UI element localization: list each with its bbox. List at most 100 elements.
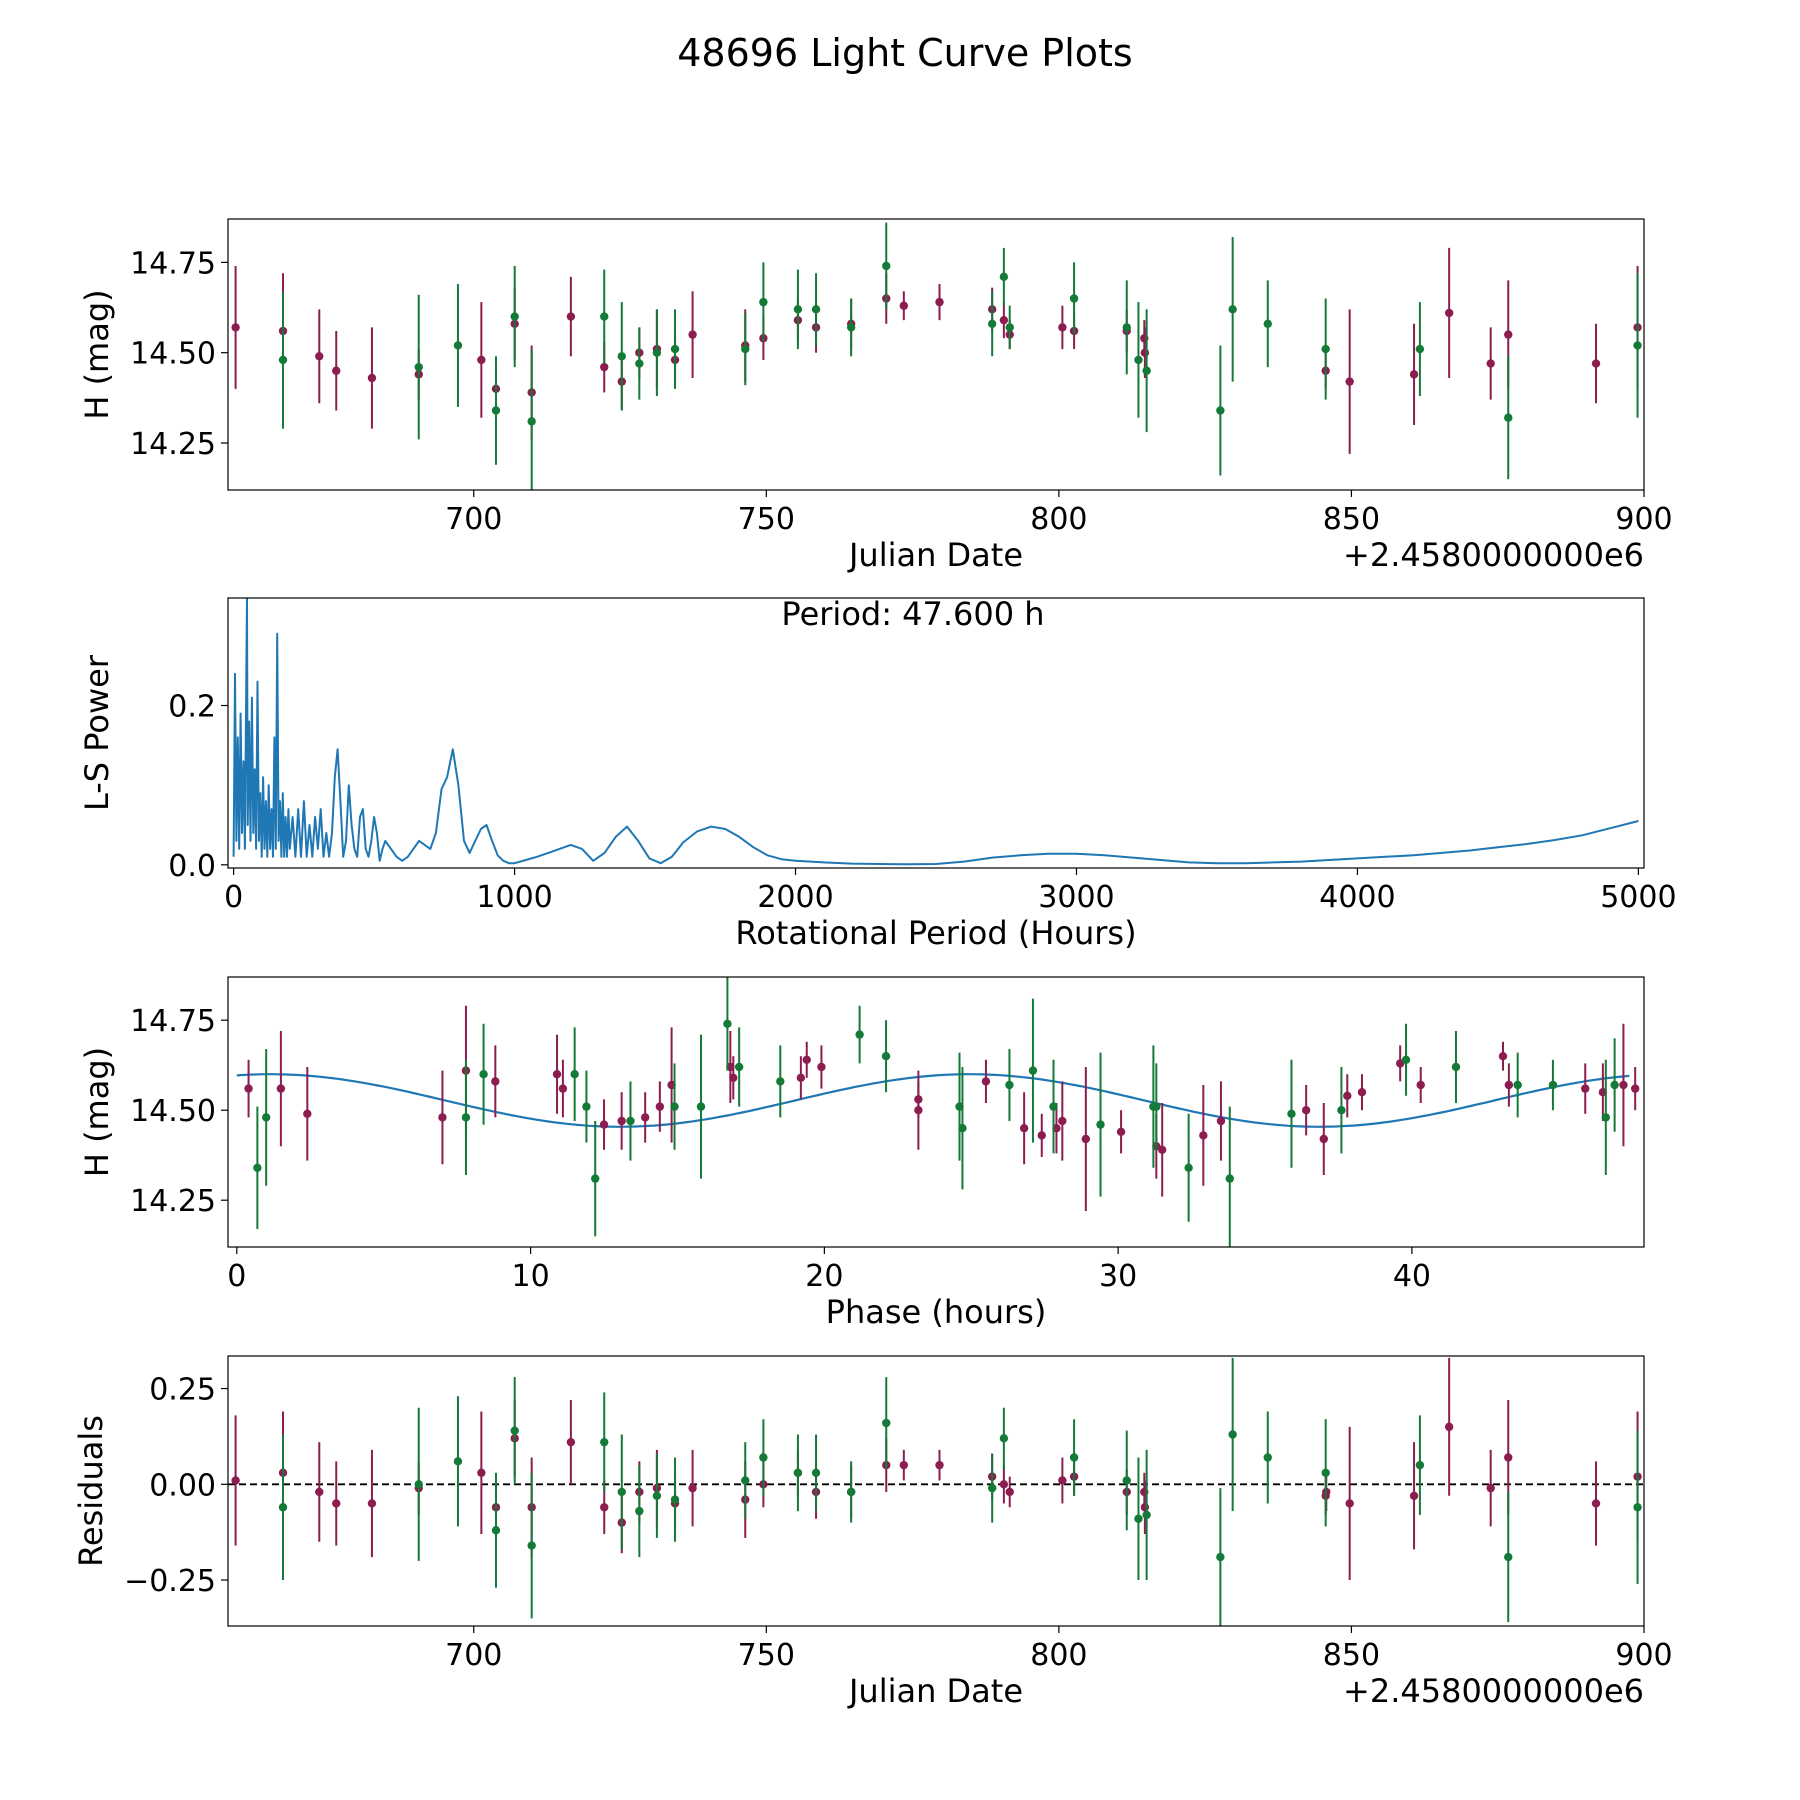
period-annotation: Period: 47.600 h: [781, 595, 1044, 633]
filter_b-data-point: [1633, 341, 1642, 350]
filter_b-data-point: [1049, 1102, 1058, 1111]
filter_b-data-point: [741, 1476, 750, 1485]
filter_a-data-point: [332, 366, 341, 375]
filter_a-data-point: [244, 1084, 253, 1093]
filter_a-data-point: [1444, 308, 1454, 318]
phased-ytick-label-14-75: 14.75: [130, 1004, 216, 1039]
filter_b-data-point: [617, 1487, 626, 1497]
filter_a-data-point: [1409, 370, 1419, 379]
lightcurve-ytick-label-14-50: 14.50: [130, 337, 216, 372]
filter_b-data-point: [734, 1062, 744, 1072]
filter_a-data-point: [817, 1062, 826, 1072]
filter_b-data-point: [582, 1102, 591, 1111]
filter_b-data-point: [776, 1077, 785, 1086]
lightcurve-axes-frame: [227, 218, 1645, 491]
residuals-ytick-label-m0-25: −0.25: [124, 1564, 216, 1599]
filter_a-data-point: [1058, 1116, 1067, 1126]
filter_a-data-point: [1619, 1080, 1628, 1090]
filter_b-data-point: [1152, 1102, 1161, 1111]
filter_b-data-point: [1005, 323, 1014, 332]
filter_b-data-point: [855, 1030, 864, 1039]
filter_a-data-point: [1019, 1124, 1029, 1133]
filter_a-data-point: [1409, 1491, 1419, 1500]
residuals-xtick-label-850: 850: [1323, 1638, 1380, 1673]
filter_a-data-point: [558, 1084, 568, 1093]
figure-title: 48696 Light Curve Plots: [677, 31, 1132, 75]
filter_a-data-point: [1504, 330, 1513, 339]
periodogram-ytick-label-0-2: 0.2: [168, 690, 216, 725]
filter_a-data-point: [1630, 1084, 1640, 1093]
residuals-x-axis-label: Julian Date: [847, 1672, 1023, 1710]
filter_a-data-point: [1498, 1052, 1508, 1061]
filter_b-data-point: [453, 341, 463, 350]
filter_b-data-point: [491, 406, 501, 415]
phased-xtick-label-10: 10: [511, 1259, 549, 1294]
filter_a-data-point: [303, 1109, 312, 1119]
filter_a-data-point: [1486, 1483, 1495, 1493]
filter_a-data-point: [899, 301, 909, 310]
filter_b-data-point: [723, 1019, 732, 1028]
periodogram-xtick-label-5000: 5000: [1600, 880, 1676, 915]
lightcurve-panel: 700 750 800 850 900 14.25 14.50 14.75 Julian Dat…: [78, 218, 1673, 574]
lightcurve-ytick-label-14-25: 14.25: [130, 427, 216, 462]
filter_b-data-point: [1513, 1080, 1522, 1090]
filter_a-data-point: [617, 1116, 626, 1126]
filter_b-data-point: [453, 1457, 463, 1466]
filter_b-data-point: [881, 1052, 891, 1061]
ls-power-line: [232, 598, 1639, 866]
residuals-xtick-label-700: 700: [445, 1638, 502, 1673]
filter_b-data-point: [1321, 1468, 1330, 1478]
filter_b-data-point: [1263, 1453, 1272, 1462]
phased-y-axis-label: H (mag): [78, 1047, 116, 1177]
filter_b-data-point: [1005, 1080, 1014, 1090]
filter_b-data-point: [1122, 1476, 1131, 1485]
filter_b-data-point: [1451, 1062, 1461, 1072]
phased-x-axis-label: Phase (hours): [826, 1293, 1047, 1331]
filter_a-data-point: [566, 1437, 576, 1447]
filter_b-data-point: [793, 305, 803, 314]
filter_a-data-point: [231, 1476, 240, 1485]
filter_b-data-point: [1548, 1080, 1558, 1090]
filter_b-data-point: [591, 1174, 600, 1183]
filter_b-data-point: [278, 1503, 288, 1512]
filter_b-data-point: [617, 352, 626, 361]
filter_a-data-point: [802, 1055, 811, 1065]
lightcurve-xtick-label-750: 750: [738, 502, 795, 537]
phased-plot-area: [236, 977, 1640, 1247]
filter_b-data-point: [635, 1506, 644, 1516]
model-fit-curve: [236, 1073, 1630, 1128]
lightcurve-y-axis-label: H (mag): [78, 289, 116, 419]
filter_b-data-point: [1122, 323, 1131, 332]
filter_a-data-point: [1140, 1503, 1150, 1512]
filter_a-data-point: [315, 352, 324, 361]
filter_b-data-point: [987, 319, 997, 328]
filter_b-data-point: [811, 1468, 821, 1478]
residuals-xtick-label-750: 750: [738, 1638, 795, 1673]
lightcurve-xtick-label-700: 700: [445, 502, 502, 537]
filter_b-data-point: [1216, 406, 1225, 415]
filter_b-data-point: [1287, 1109, 1296, 1119]
lightcurve-xtick-label-850: 850: [1323, 502, 1380, 537]
residuals-panel: 700 750 800 850 900 −0.25 0.00 0.25 Julian Date R…: [72, 1355, 1673, 1710]
periodogram-plot-area: [232, 598, 1639, 866]
filter_a-data-point: [600, 1503, 609, 1512]
filter_b-data-point: [527, 1541, 536, 1550]
filter_b-data-point: [999, 1434, 1009, 1443]
filter_b-data-point: [278, 355, 288, 365]
filter_b-data-point: [414, 362, 423, 372]
filter_a-data-point: [999, 1480, 1009, 1489]
residuals-xtick-label-800: 800: [1030, 1638, 1087, 1673]
filter_b-data-point: [1096, 1120, 1105, 1129]
filter_a-data-point: [552, 1070, 562, 1079]
filter_a-data-point: [796, 1073, 806, 1083]
filter_a-data-point: [1116, 1127, 1126, 1137]
filter_b-data-point: [1216, 1552, 1225, 1562]
filter_a-data-point: [1343, 1091, 1352, 1101]
filter_a-data-point: [1158, 1145, 1167, 1155]
filter_b-data-point: [1263, 319, 1272, 328]
filter_a-data-point: [729, 1073, 738, 1083]
filter_b-data-point: [652, 348, 662, 357]
filter_a-data-point: [899, 1460, 909, 1470]
filter_b-data-point: [1504, 1552, 1513, 1562]
filter_a-data-point: [1081, 1134, 1091, 1144]
